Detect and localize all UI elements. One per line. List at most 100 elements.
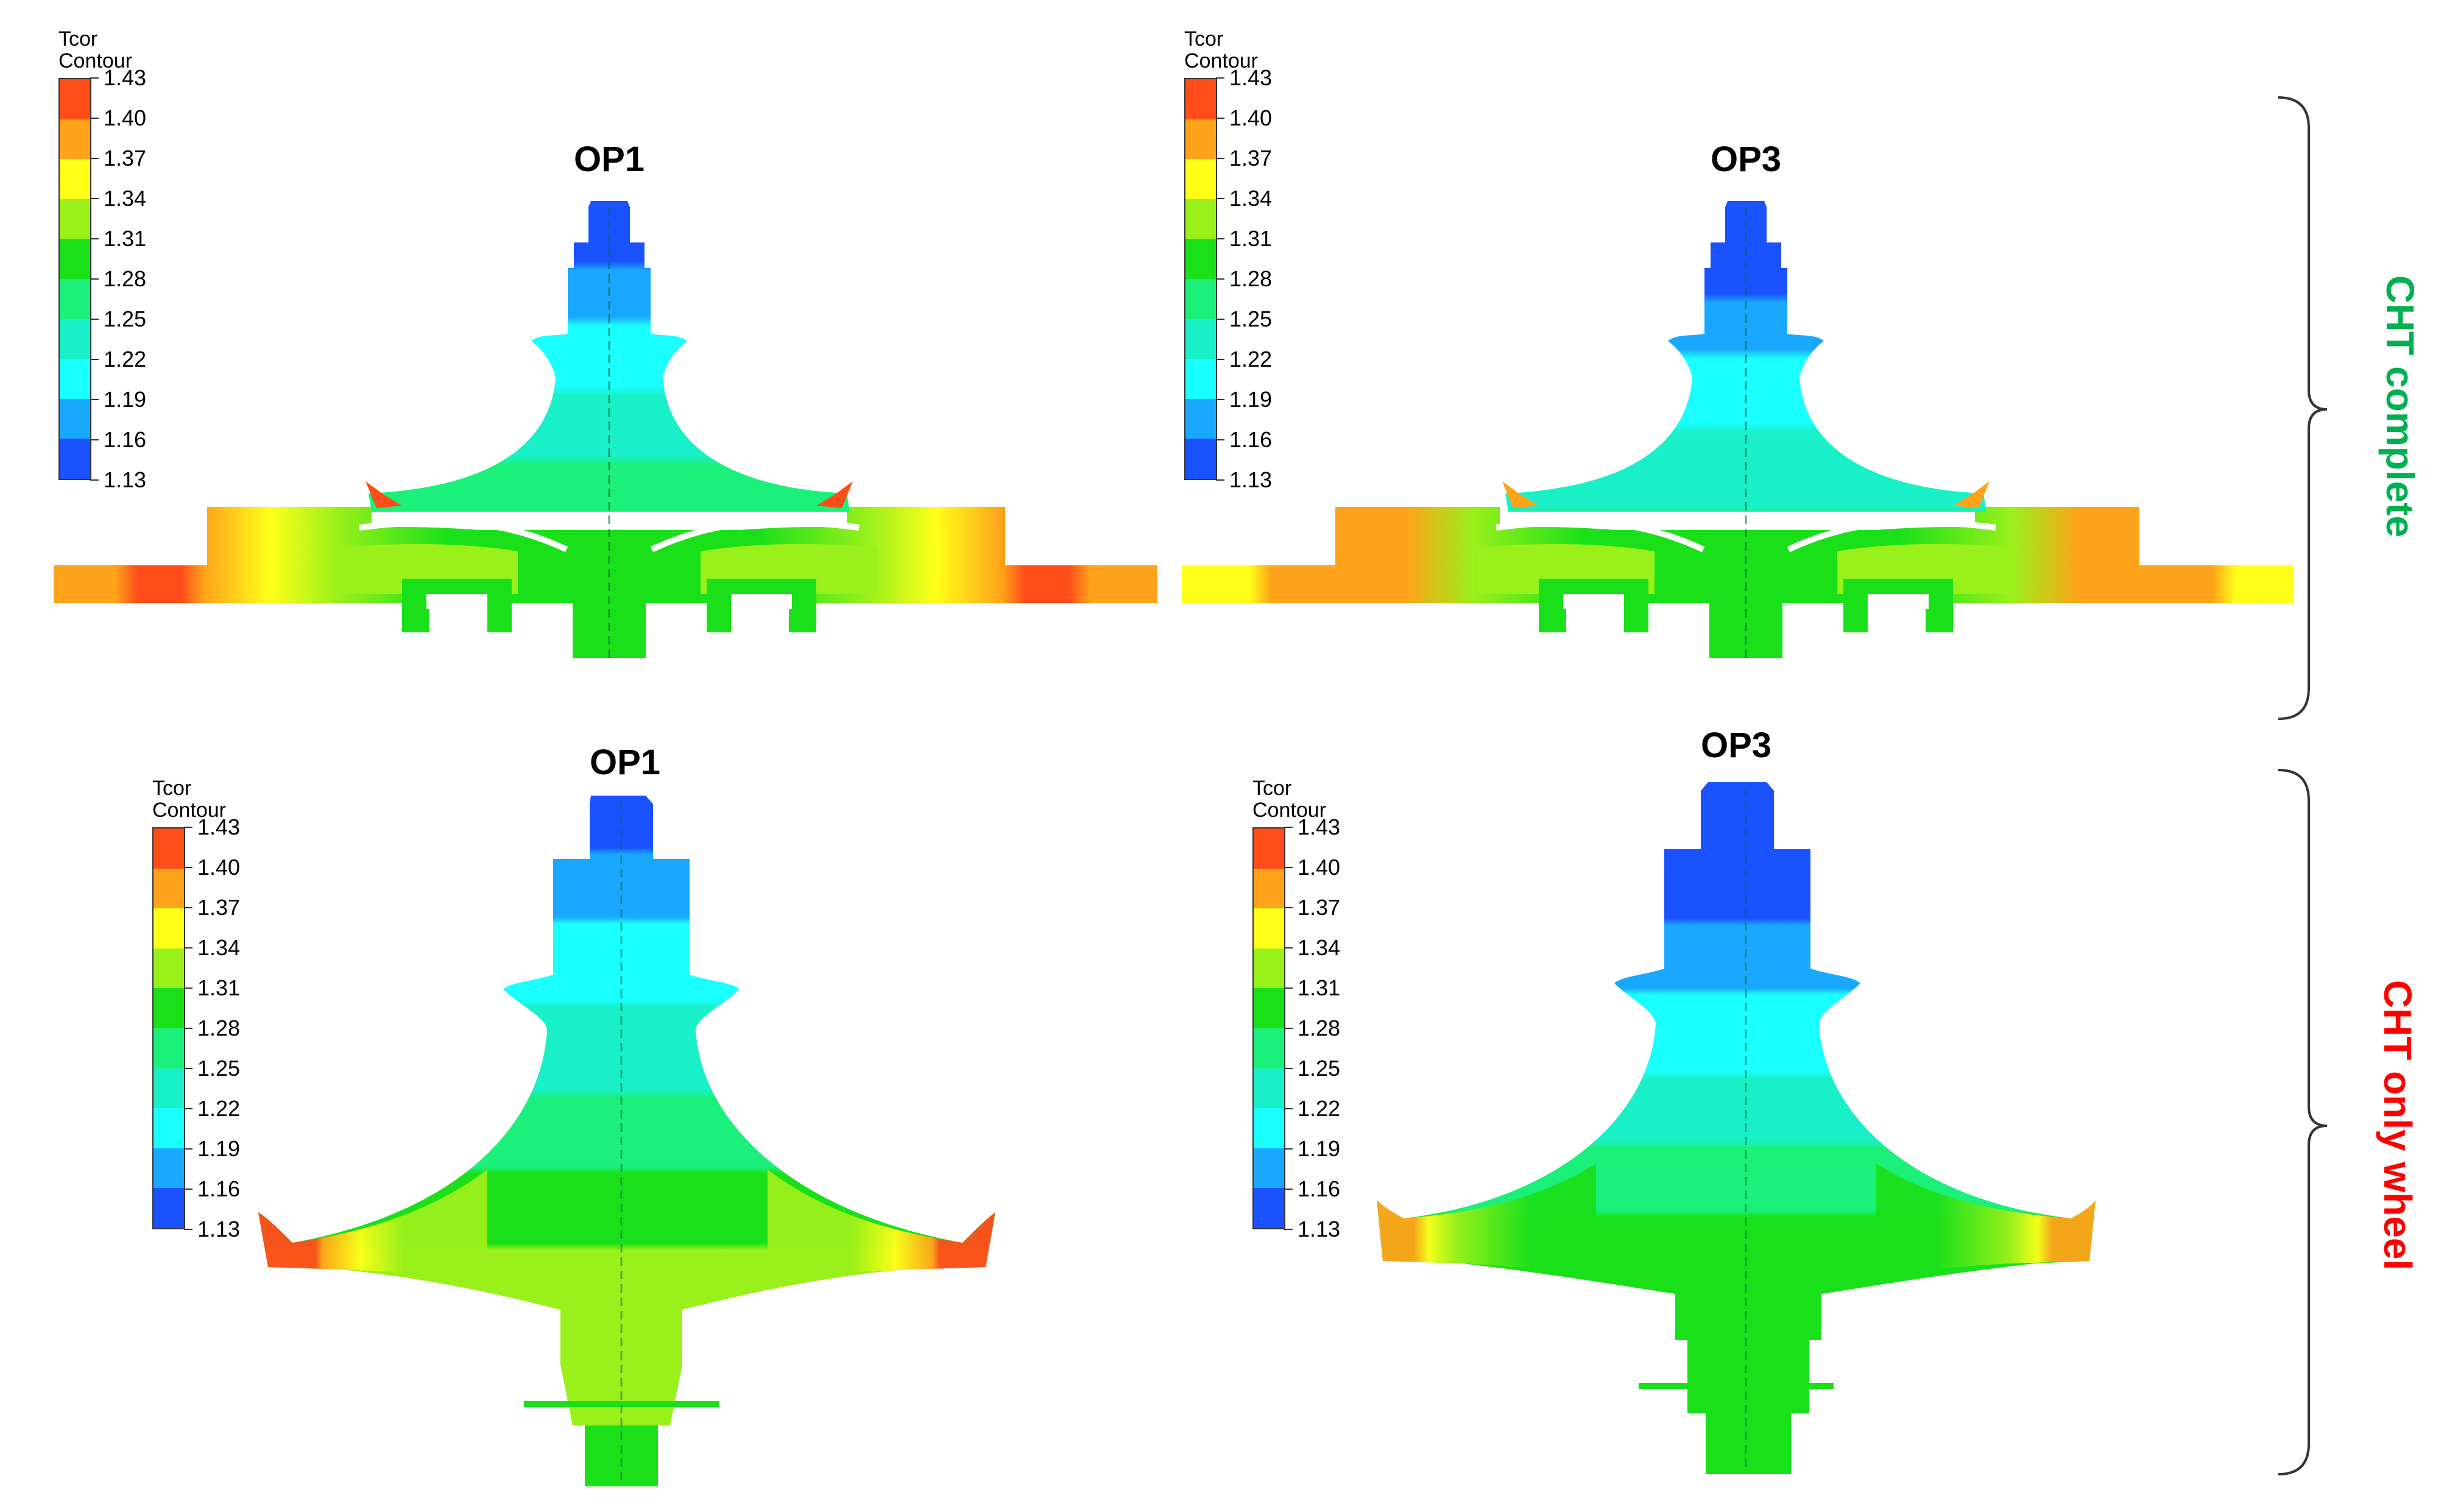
colorbar-segment	[60, 239, 90, 279]
colorbar-tick-label: 1.34	[104, 186, 147, 211]
colorbar-segment	[1185, 439, 1216, 479]
colorbar-tick-label: 1.28	[1229, 266, 1273, 291]
colorbar-segment	[154, 1108, 184, 1148]
bracket-cht-complete	[2278, 96, 2328, 720]
colorbar-segment	[1254, 828, 1284, 869]
group-label-cht-only-wheel: CHT only wheel	[2376, 980, 2420, 1271]
colorbar-tick-mark	[184, 827, 192, 828]
colorbar-segment	[1185, 159, 1216, 199]
colorbar-tick-label: 1.34	[1298, 935, 1341, 960]
colorbar-tick-label: 1.31	[104, 226, 147, 251]
colorbar-tick-mark	[1284, 987, 1293, 989]
colorbar-tick-mark	[1284, 907, 1293, 908]
colorbar-tick-mark	[184, 867, 192, 868]
colorbar-tick-mark	[90, 198, 99, 199]
colorbar-tick-label: 1.34	[1229, 186, 1273, 211]
colorbar-tick-label: 1.13	[197, 1217, 241, 1242]
colorbar-tick-mark	[1284, 1108, 1293, 1109]
colorbar-tick-label: 1.31	[1229, 226, 1273, 251]
colorbar-tick-mark	[184, 1068, 192, 1069]
colorbar	[1184, 78, 1217, 480]
colorbar-segment	[1185, 79, 1216, 119]
contour-op1-complete	[54, 201, 1157, 658]
colorbar-segment	[1254, 1068, 1284, 1109]
colorbar-tick-label: 1.19	[104, 387, 147, 412]
colorbar-segment	[1185, 119, 1216, 160]
colorbar-segment	[60, 159, 90, 199]
colorbar-segment	[1185, 199, 1216, 239]
colorbar-segment	[1254, 1028, 1284, 1069]
colorbar-tick-mark	[1216, 319, 1224, 320]
colorbar-tick-mark	[1284, 867, 1293, 868]
colorbar-tick-mark	[1216, 238, 1224, 239]
colorbar-tick-label: 1.16	[1229, 427, 1273, 452]
colorbar-segment	[1254, 1108, 1284, 1148]
colorbar	[58, 78, 91, 480]
colorbar-segment	[1254, 988, 1284, 1028]
legend-title: Tcor Contour	[58, 27, 132, 72]
colorbar-segment	[154, 988, 184, 1028]
contour-op3-wheel	[1377, 782, 2096, 1474]
colorbar-tick-mark	[90, 359, 99, 360]
panel-title-op1-wheel: OP1	[589, 743, 661, 782]
colorbar-segment	[1185, 398, 1216, 439]
group-label-cht-complete: CHT complete	[2378, 275, 2422, 538]
colorbar-tick-mark	[90, 319, 99, 320]
colorbar-segment	[60, 278, 90, 319]
colorbar-tick-label: 1.22	[1298, 1096, 1341, 1121]
colorbar-segment	[1185, 359, 1216, 399]
colorbar-tick-label: 1.31	[197, 975, 241, 1000]
colorbar-tick-mark	[1284, 827, 1293, 828]
colorbar-tick-label: 1.37	[1298, 895, 1341, 920]
colorbar-tick-label: 1.37	[197, 895, 241, 920]
colorbar-segment	[60, 199, 90, 239]
colorbar-tick-label: 1.25	[1229, 306, 1273, 331]
colorbar-tick-label: 1.16	[1298, 1176, 1341, 1201]
colorbar-tick-mark	[90, 479, 99, 481]
colorbar-tick-mark	[90, 158, 99, 159]
colorbar-tick-mark	[184, 1028, 192, 1029]
colorbar-tick-mark	[1216, 399, 1224, 400]
colorbar-tick-label: 1.25	[1298, 1056, 1341, 1081]
colorbar-tick-mark	[1284, 1189, 1293, 1190]
colorbar-tick-mark	[184, 1148, 192, 1150]
colorbar-tick-mark	[1216, 198, 1224, 199]
colorbar-tick-mark	[1216, 77, 1224, 79]
colorbar-segment	[60, 79, 90, 119]
colorbar-tick-mark	[90, 399, 99, 400]
colorbar-segment	[60, 319, 90, 359]
colorbar-tick-label: 1.43	[197, 814, 241, 839]
colorbar-tick-label: 1.22	[104, 347, 147, 372]
colorbar-segment	[154, 1188, 184, 1228]
colorbar-tick-label: 1.13	[104, 467, 147, 492]
colorbar-tick-label: 1.25	[104, 306, 147, 331]
colorbar-tick-mark	[90, 278, 99, 280]
colorbar-tick-mark	[90, 238, 99, 239]
legend-title: Tcor Contour	[1184, 27, 1258, 72]
panel-title-op3-wheel: OP3	[1700, 726, 1772, 765]
colorbar-tick-mark	[184, 1108, 192, 1109]
colorbar-segment	[154, 1028, 184, 1069]
colorbar-tick-label: 1.40	[1298, 855, 1341, 880]
colorbar-tick-label: 1.43	[1298, 814, 1341, 839]
colorbar-segment	[1185, 278, 1216, 319]
legend-title: Tcor Contour	[152, 777, 226, 822]
colorbar-tick-mark	[184, 1189, 192, 1190]
colorbar-tick-label: 1.19	[1298, 1136, 1341, 1161]
colorbar-tick-label: 1.37	[1229, 146, 1273, 171]
colorbar-segment	[154, 1068, 184, 1109]
colorbar-segment	[154, 1148, 184, 1189]
colorbar-tick-mark	[1216, 359, 1224, 360]
contour-op3-complete	[1182, 201, 2293, 658]
colorbar-segment	[154, 868, 184, 909]
colorbar-tick-mark	[1216, 158, 1224, 159]
colorbar-segment	[1185, 239, 1216, 279]
colorbar-tick-label: 1.25	[197, 1056, 241, 1081]
colorbar-tick-label: 1.43	[104, 65, 147, 90]
colorbar-segment	[1254, 1148, 1284, 1189]
colorbar-tick-mark	[184, 987, 192, 989]
colorbar-tick-mark	[1216, 118, 1224, 119]
colorbar-tick-label: 1.13	[1229, 467, 1273, 492]
colorbar-tick-mark	[184, 947, 192, 949]
colorbar-tick-mark	[184, 1229, 192, 1230]
